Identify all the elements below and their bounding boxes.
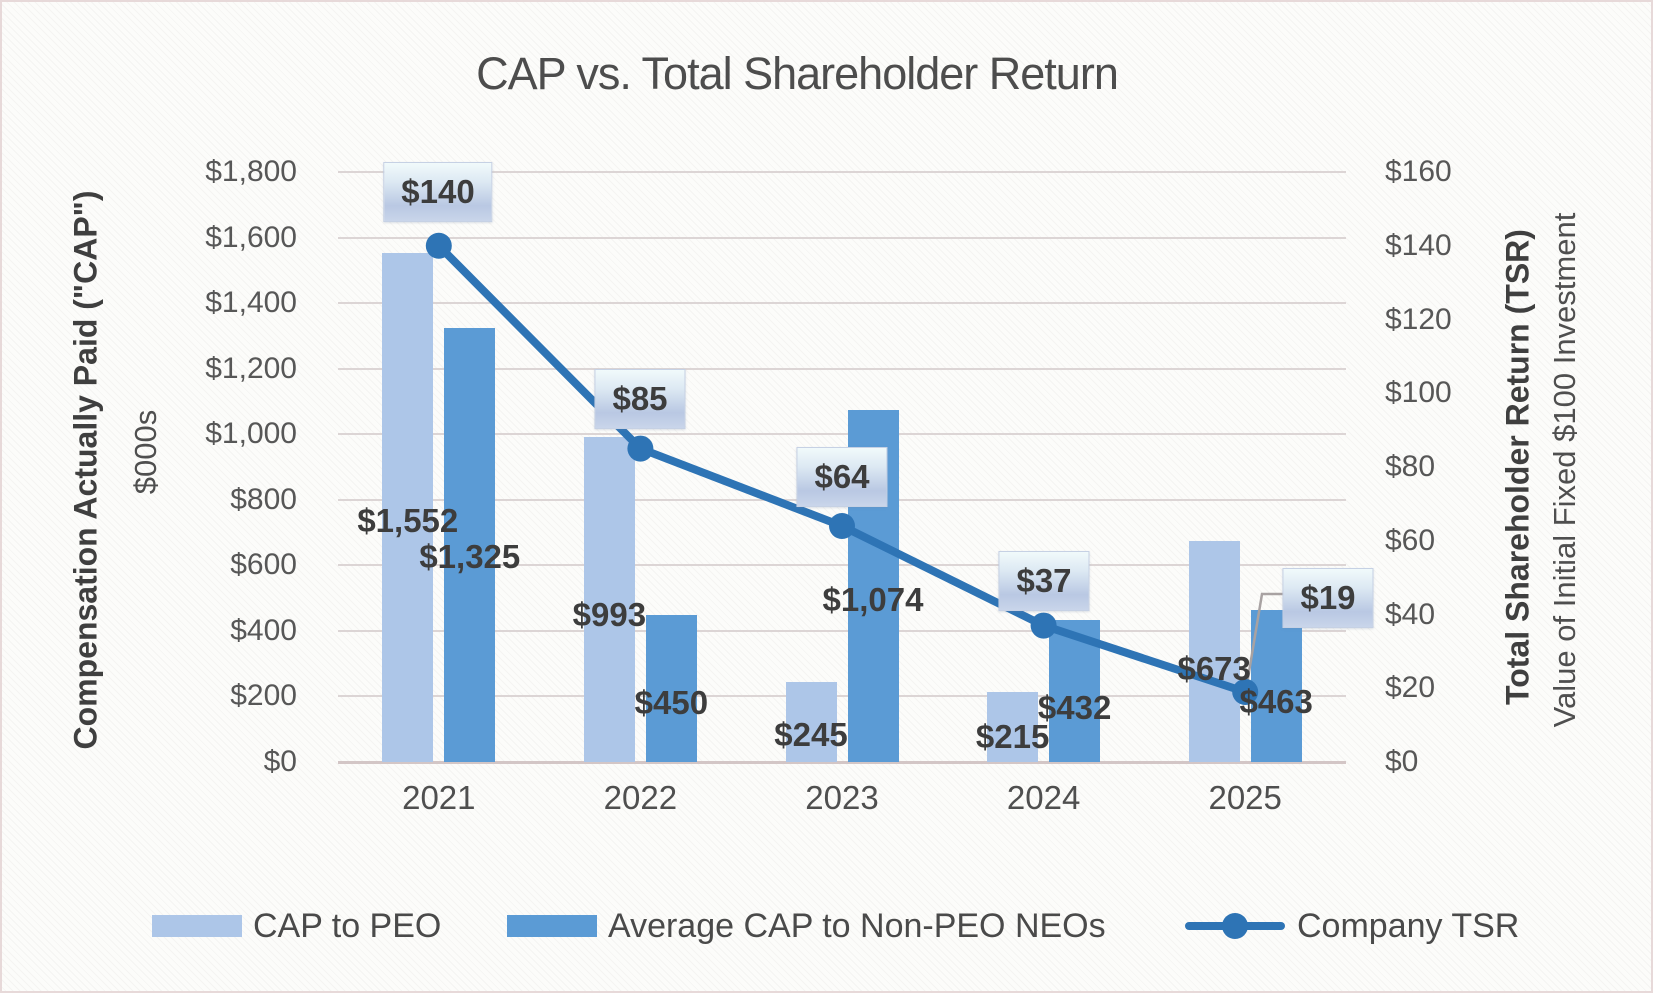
x-tick-label: 2024 xyxy=(1006,779,1081,816)
bar-data-label: $215 xyxy=(975,718,1050,755)
tsr-data-label: $64 xyxy=(796,447,888,507)
bar-data-label: $432 xyxy=(1037,689,1112,726)
bar-data-label: $993 xyxy=(572,596,647,633)
bar-cap-to-peo xyxy=(583,436,635,762)
bar-data-label: $673 xyxy=(1177,650,1251,687)
bar-cap-to-peo xyxy=(987,691,1039,762)
x-tick-label: 2025 xyxy=(1208,779,1282,816)
bar-avg-cap-non-peo xyxy=(645,614,697,762)
right-tick-label: $0 xyxy=(1385,745,1419,778)
gridline xyxy=(338,236,1346,239)
legend-marker-dot-icon xyxy=(1222,913,1248,939)
tsr-data-label: $140 xyxy=(383,162,493,222)
x-tick-label: 2021 xyxy=(402,779,476,816)
gridline xyxy=(338,695,1346,698)
right-tick-label: $80 xyxy=(1385,450,1436,483)
tsr-data-label: $37 xyxy=(998,551,1090,611)
right-tick-label: $140 xyxy=(1385,228,1452,262)
legend-line-marker-icon xyxy=(1185,912,1285,940)
legend-label-company-tsr: Company TSR xyxy=(1297,906,1520,945)
x-tick-label: 2023 xyxy=(805,779,879,816)
left-tick-label: $0 xyxy=(263,745,297,778)
left-tick-label: $800 xyxy=(230,482,297,516)
tsr-marker xyxy=(425,232,452,259)
left-tick-label: $1,000 xyxy=(205,417,297,451)
gridline xyxy=(338,629,1346,632)
bar-data-label: $450 xyxy=(634,684,709,721)
tsr-data-label: $85 xyxy=(594,369,686,429)
x-tick-label: 2022 xyxy=(603,779,678,816)
tsr-marker xyxy=(829,513,855,539)
tsr-marker xyxy=(627,435,654,462)
tsr-data-label: $19 xyxy=(1282,568,1374,628)
legend-item-non-peo-neos: Average CAP to Non-PEO NEOs xyxy=(507,904,1106,948)
tsr-label-leader-line xyxy=(1244,592,1284,691)
gridline xyxy=(338,564,1346,567)
bar-data-label: $463 xyxy=(1239,683,1313,720)
bar-avg-cap-non-peo xyxy=(444,327,496,762)
right-tick-label: $160 xyxy=(1385,155,1452,188)
bar-data-label: $245 xyxy=(774,716,848,753)
gridline xyxy=(338,302,1346,305)
bar-cap-to-peo xyxy=(382,253,434,762)
tsr-marker xyxy=(1232,678,1259,705)
chart-title: CAP vs. Total Shareholder Return xyxy=(476,48,1119,99)
axis-baseline xyxy=(338,761,1346,764)
right-tick-label: $120 xyxy=(1385,302,1452,336)
legend-swatch-cap-to-peo xyxy=(152,915,242,937)
right-tick-label: $40 xyxy=(1385,597,1436,631)
left-tick-label: $1,600 xyxy=(205,220,297,254)
left-tick-label: $1,800 xyxy=(205,155,297,188)
bar-cap-to-peo xyxy=(1188,541,1240,762)
legend-label-non-peo-neos: Average CAP to Non-PEO NEOs xyxy=(608,906,1106,945)
left-tick-label: $200 xyxy=(230,679,297,713)
left-tick-label: $1,200 xyxy=(205,351,297,385)
legend-swatch-non-peo-neos xyxy=(507,915,597,937)
bar-cap-to-peo xyxy=(785,681,837,762)
legend-label-cap-to-peo: CAP to PEO xyxy=(253,906,442,945)
bar-data-label: $1,552 xyxy=(357,502,459,539)
left-tick-label: $600 xyxy=(230,548,297,582)
bar-data-label: $1,074 xyxy=(822,581,924,618)
right-tick-label: $20 xyxy=(1385,671,1436,705)
tsr-marker xyxy=(1030,612,1057,639)
legend-item-cap-to-peo: CAP to PEO xyxy=(152,904,441,948)
bar-data-label: $1,325 xyxy=(419,538,521,575)
left-tick-label: $400 xyxy=(230,613,297,647)
legend-item-company-tsr: Company TSR xyxy=(1185,904,1519,948)
gridline xyxy=(338,367,1346,370)
left-tick-label: $1,400 xyxy=(205,286,297,320)
bar-avg-cap-non-peo xyxy=(1250,610,1302,762)
gridline xyxy=(338,171,1346,173)
right-tick-label: $100 xyxy=(1385,376,1452,410)
right-tick-label: $60 xyxy=(1385,523,1436,557)
gridline xyxy=(338,433,1346,436)
